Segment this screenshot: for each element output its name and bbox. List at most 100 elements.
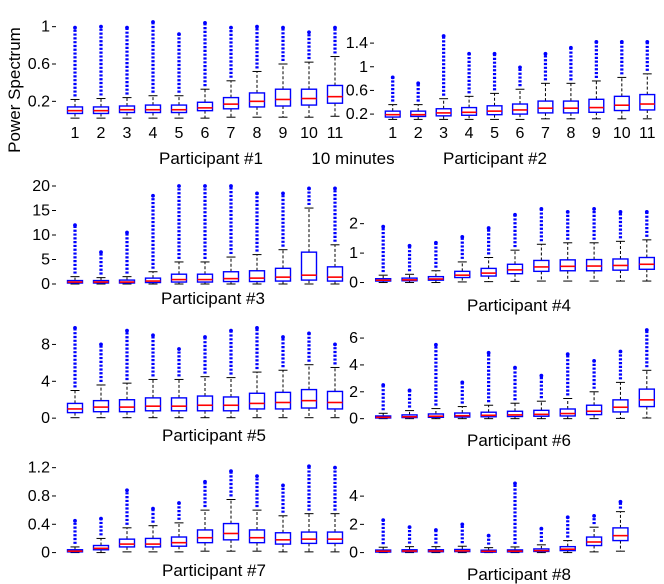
iqr-box: [612, 527, 629, 542]
iqr-box: [300, 251, 318, 281]
box-1: [66, 25, 84, 119]
y-tick-label: 1.2: [28, 460, 50, 477]
outlier-max-point: [203, 184, 207, 188]
x-tick-label: 3: [439, 125, 448, 142]
outlier-max-point: [407, 243, 412, 248]
box-8: [248, 325, 266, 419]
box-5: [170, 184, 188, 285]
iqr-box: [511, 103, 529, 115]
iqr-box: [326, 84, 344, 104]
outlier-max-point: [255, 24, 259, 29]
outlier-max-point: [407, 388, 412, 393]
outlier-max-point: [281, 483, 285, 488]
box-11: [639, 40, 656, 120]
box-5: [480, 350, 497, 420]
x-tick-label: 11: [327, 125, 344, 142]
iqr-box: [248, 92, 266, 108]
iqr-box: [326, 266, 344, 282]
outlier-max-point: [618, 499, 623, 504]
box-8: [248, 191, 266, 285]
box-9: [585, 358, 603, 420]
outlier-max-point: [73, 518, 77, 523]
panel-title: Participant #7: [162, 561, 266, 580]
outlier-max-point: [99, 24, 103, 29]
box-4: [144, 506, 162, 553]
x-tick-label: 4: [149, 125, 158, 142]
outlier-max-point: [434, 528, 438, 532]
y-tick-label: 0.4: [28, 516, 50, 533]
y-tick-label: 5: [41, 252, 50, 269]
box-4: [454, 380, 471, 420]
box-3: [118, 328, 136, 419]
outlier-max-point: [381, 224, 386, 229]
iqr-box: [170, 273, 188, 283]
box-8: [562, 45, 579, 120]
x-tick-label: 5: [490, 125, 499, 142]
box-6: [506, 481, 524, 554]
x-tick-label: 1: [71, 125, 80, 142]
iqr-box: [613, 95, 630, 112]
outlier-max-point: [565, 352, 570, 357]
outlier-max-point: [255, 325, 259, 330]
box-6: [196, 184, 214, 285]
panel-7: 0 0.4 0.8 1.2 Participant #7: [28, 460, 344, 580]
outlier-max-point: [151, 20, 155, 24]
box-1: [374, 518, 392, 554]
outlier-max-point: [618, 349, 623, 354]
box-11: [326, 465, 344, 553]
y-tick-label: 4: [41, 373, 50, 390]
outlier-max-point: [592, 358, 596, 363]
box-2: [401, 525, 418, 554]
outlier-max-point: [381, 383, 386, 387]
x-tick-label: 9: [592, 125, 601, 142]
box-6: [196, 21, 214, 119]
outlier-max-point: [518, 65, 522, 70]
outlier-max-point: [333, 342, 337, 347]
iqr-box: [638, 388, 656, 408]
iqr-box: [639, 93, 656, 111]
outlier-max-point: [99, 342, 103, 347]
y-tick-label: 2: [349, 216, 358, 233]
box-10: [300, 331, 318, 419]
y-tick-label: 2: [349, 516, 358, 533]
iqr-box: [222, 271, 240, 283]
box-1: [66, 518, 84, 554]
outlier-max-point: [229, 469, 233, 474]
duration-note: 10 minutes: [311, 149, 394, 168]
box-3: [118, 488, 136, 553]
outlier-max-point: [151, 193, 155, 198]
box-9: [274, 191, 292, 285]
panel-5: 0 4 8 Participant #5: [41, 325, 344, 445]
outlier-max-point: [333, 186, 337, 191]
iqr-box: [248, 529, 266, 544]
box-6: [506, 212, 524, 282]
x-tick-label: 7: [227, 125, 236, 142]
iqr-box: [222, 522, 240, 541]
box-10: [300, 186, 318, 285]
panel-title: Participant #6: [467, 431, 571, 450]
outlier-max-point: [569, 45, 573, 50]
iqr-box: [506, 263, 524, 275]
box-9: [274, 25, 292, 118]
y-tick-label: 1: [349, 245, 358, 262]
outlier-max-point: [460, 235, 465, 239]
outlier-max-point: [486, 226, 491, 230]
x-tick-label: 1: [388, 125, 397, 142]
outlier-max-point: [539, 373, 544, 378]
box-11: [638, 328, 656, 419]
box-1: [384, 75, 401, 120]
y-tick-label: 0.8: [28, 488, 50, 505]
iqr-box: [585, 404, 603, 416]
y-tick-label: 0: [349, 275, 358, 292]
iqr-box: [638, 256, 656, 270]
box-4: [144, 193, 162, 285]
outlier-max-point: [203, 335, 207, 339]
box-6: [511, 65, 529, 120]
box-7: [533, 526, 550, 554]
iqr-box: [480, 411, 497, 418]
panel-title: Participant #1: [159, 149, 263, 168]
box-2: [410, 81, 427, 120]
box-2: [92, 516, 110, 554]
outlier-max-point: [229, 25, 233, 30]
